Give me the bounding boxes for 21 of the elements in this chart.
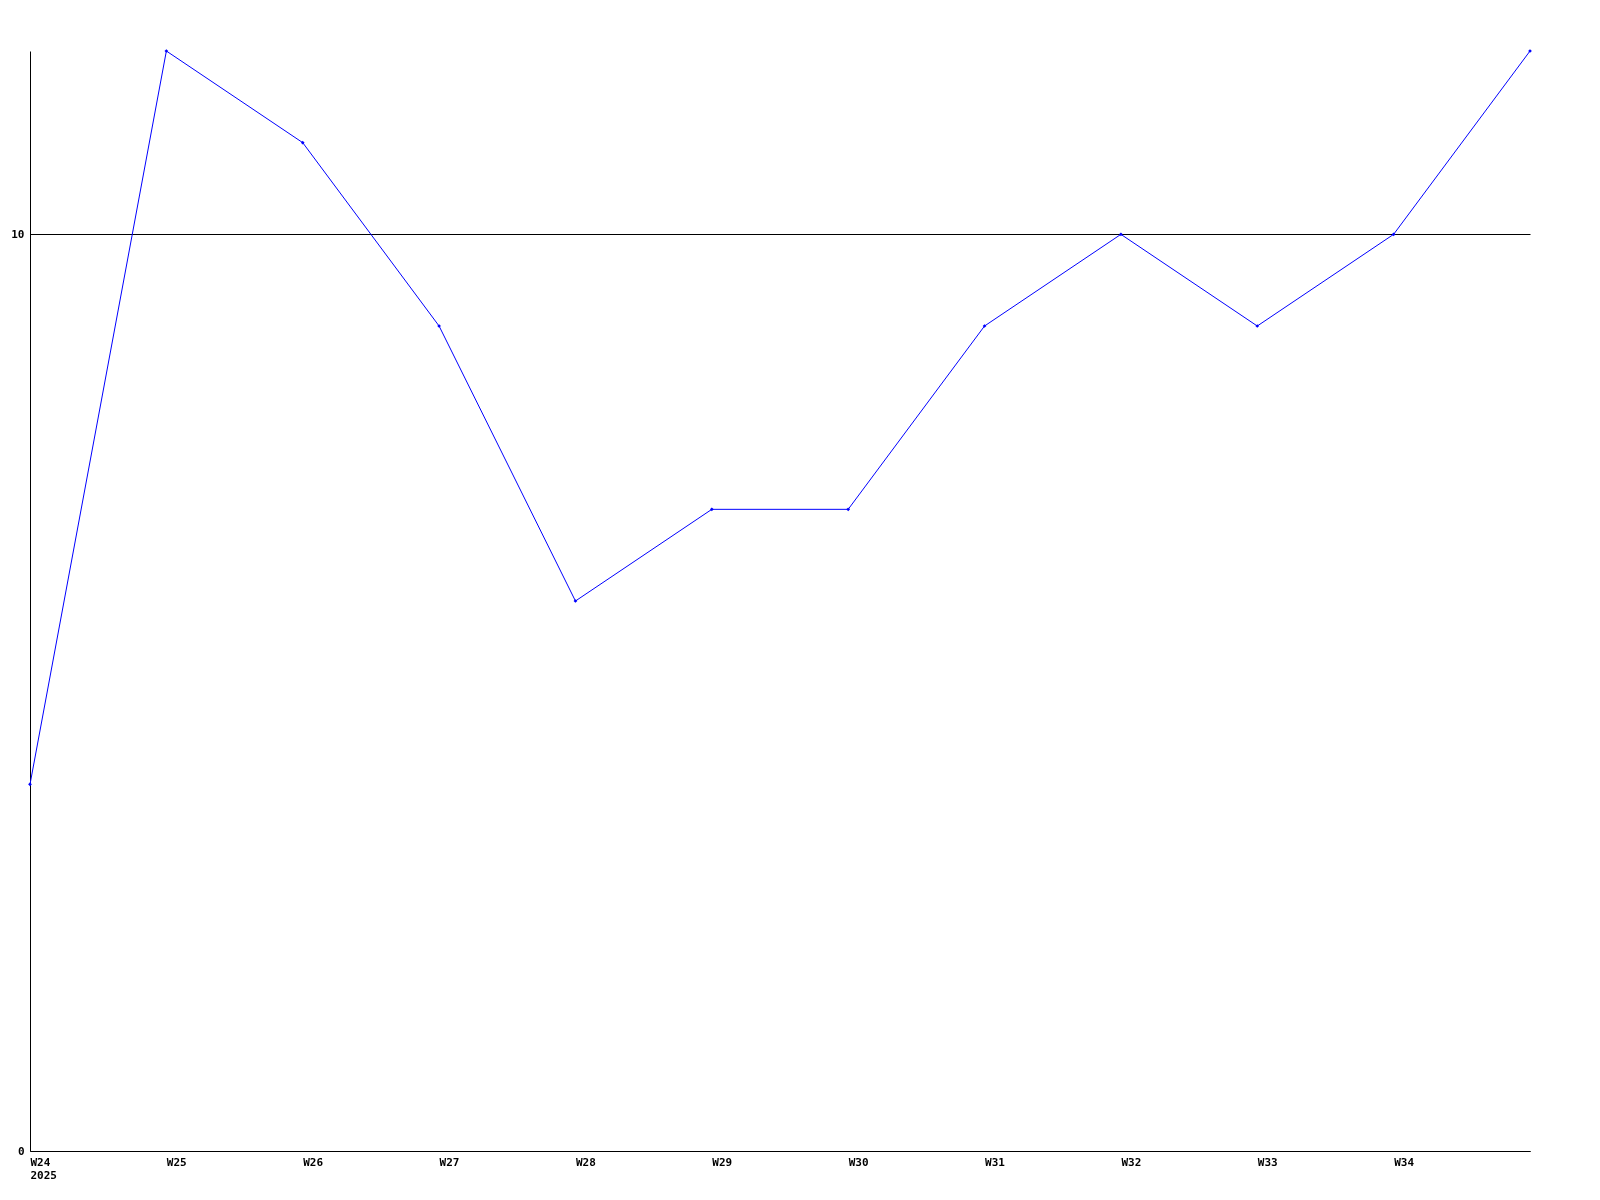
point	[846, 507, 851, 512]
x-tick-label: W30	[848, 1155, 869, 1169]
point	[1255, 324, 1260, 328]
x-tick-label: W34	[1394, 1155, 1415, 1169]
point	[28, 782, 32, 787]
x-tick-label: W24 2025	[30, 1155, 57, 1182]
point	[709, 507, 714, 512]
y-tick-label: 0	[17, 1144, 25, 1158]
point	[1119, 232, 1123, 237]
point	[573, 599, 578, 603]
x-tick-label: W28	[575, 1155, 596, 1169]
x-tick-label: W32	[1121, 1155, 1142, 1169]
point	[982, 324, 987, 328]
y-tick-label: 10	[11, 227, 25, 241]
point	[164, 49, 169, 53]
x-tick-label: W29	[712, 1155, 733, 1169]
x-tick-label: W26	[303, 1155, 324, 1169]
x-tick-label: W31	[985, 1155, 1006, 1169]
x-tick-label: W25	[166, 1155, 187, 1169]
x-tick-label: W33	[1257, 1155, 1278, 1169]
x-tick-label: W27	[439, 1155, 460, 1169]
